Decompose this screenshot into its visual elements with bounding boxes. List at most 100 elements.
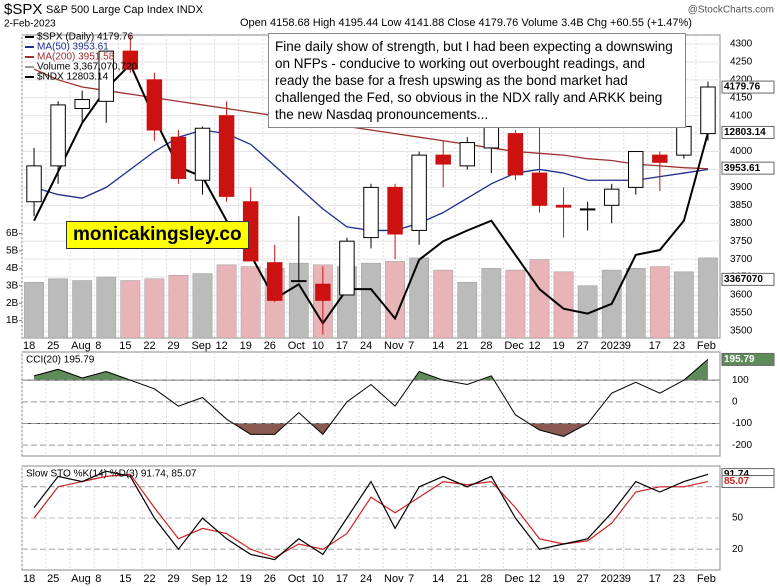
panel-label: Slow STO %K(14) %D(3) 91.74, 85.07 bbox=[26, 469, 197, 480]
y-tick-label: 3800 bbox=[730, 218, 753, 229]
candle-body bbox=[122, 50, 139, 70]
x-tick-label: 19 bbox=[240, 340, 252, 352]
x-tick-label: 27 bbox=[577, 573, 589, 585]
x-tick-label: 15 bbox=[119, 573, 131, 585]
candle-body bbox=[26, 165, 42, 203]
x-tick-label: 12 bbox=[216, 573, 228, 585]
y-tick-label: 3550 bbox=[730, 308, 753, 319]
value-tag-label: 85.07 bbox=[724, 476, 749, 487]
candle-body bbox=[50, 104, 66, 167]
x-tick-label: 10 bbox=[312, 573, 324, 585]
x-tick-label: 7 bbox=[408, 573, 414, 585]
x-tick-label: 2023 bbox=[601, 340, 625, 352]
candle-body bbox=[218, 115, 235, 197]
x-tick-label: 18 bbox=[23, 340, 35, 352]
y-tick-label: 4200 bbox=[730, 74, 753, 85]
volume-bar bbox=[144, 278, 165, 339]
y-tick-label: -100 bbox=[732, 418, 752, 429]
legend-label: $SPX (Daily) 4179.76 bbox=[37, 32, 134, 43]
y-tick-label: 3850 bbox=[730, 200, 753, 211]
x-tick-label: Dec bbox=[504, 573, 524, 585]
y-tick-label: 4000 bbox=[730, 146, 753, 157]
candle-body bbox=[483, 124, 500, 149]
x-tick-label: Sep bbox=[191, 340, 211, 352]
y-tick-label: 100 bbox=[732, 375, 749, 386]
value-tag-label: 4179.76 bbox=[724, 82, 761, 93]
volume-bar bbox=[649, 266, 670, 339]
x-tick-label: 29 bbox=[167, 573, 179, 585]
volume-bar bbox=[361, 262, 381, 339]
quote: Open 4158.68 High 4195.44 Low 4141.88 Cl… bbox=[240, 17, 692, 29]
candle-body bbox=[411, 154, 427, 231]
y-tick-label: 3700 bbox=[730, 254, 753, 265]
panel-frame bbox=[21, 351, 721, 457]
legend-label: MA(200) 3951.58 bbox=[37, 52, 115, 63]
annotation: Fine daily show of strength, but I had b… bbox=[268, 33, 686, 128]
candle-body bbox=[339, 240, 355, 296]
x-tick-label: 7 bbox=[408, 340, 414, 352]
volume-bar bbox=[216, 264, 237, 339]
legend-label: Volume 3,367,070,720 bbox=[37, 62, 138, 73]
x-tick-label: Aug bbox=[71, 340, 91, 352]
y-tick-label: 3600 bbox=[730, 290, 753, 301]
x-tick-label: Feb bbox=[697, 340, 716, 352]
cci-fill bbox=[34, 423, 708, 437]
volume-bar bbox=[433, 269, 454, 339]
series-line bbox=[33, 68, 708, 170]
candle-body bbox=[676, 125, 692, 156]
source: @StockCharts.com bbox=[688, 5, 774, 16]
volume-tick-label: 4B bbox=[6, 263, 19, 274]
stoch-d-line bbox=[33, 473, 709, 559]
candle-body bbox=[267, 262, 283, 301]
candle-body bbox=[387, 186, 403, 235]
value-tag-label: 195.79 bbox=[724, 354, 755, 365]
y-tick-label: 20 bbox=[732, 544, 744, 555]
candle-body bbox=[315, 283, 331, 301]
date: 2-Feb-2023 bbox=[4, 19, 56, 30]
volume-bar bbox=[192, 273, 213, 339]
x-tick-label: 29 bbox=[167, 340, 179, 352]
volume-bar bbox=[168, 275, 189, 339]
volume-bar bbox=[72, 280, 93, 339]
volume-bar bbox=[240, 266, 261, 339]
x-tick-label: 25 bbox=[47, 573, 59, 585]
candle-body bbox=[363, 186, 379, 239]
stoch-k-line bbox=[33, 470, 709, 561]
candle-body bbox=[170, 136, 187, 179]
y-tick-label: 4250 bbox=[730, 57, 753, 68]
x-tick-label: 19 bbox=[553, 340, 565, 352]
candle-body bbox=[194, 127, 211, 181]
y-tick-label: 3500 bbox=[730, 325, 753, 336]
volume-bar bbox=[698, 257, 718, 339]
value-tag-label: 91.74 bbox=[724, 469, 749, 480]
value-tag bbox=[721, 352, 775, 366]
x-tick-label: 28 bbox=[480, 573, 492, 585]
x-tick-label: 12 bbox=[216, 340, 228, 352]
volume-bar bbox=[481, 268, 502, 339]
x-tick-label: 17 bbox=[336, 573, 348, 585]
volume-bar bbox=[385, 261, 405, 339]
y-tick-label: 50 bbox=[732, 513, 744, 524]
volume-bar bbox=[120, 280, 141, 339]
chart-title: S&P 500 Large Cap Index INDX bbox=[46, 4, 204, 16]
x-tick-label: 23 bbox=[673, 573, 685, 585]
x-tick-label: 9 bbox=[625, 573, 631, 585]
y-tick-label: -200 bbox=[732, 440, 752, 451]
volume-bar bbox=[505, 269, 526, 339]
candle-body bbox=[555, 204, 572, 208]
volume-bar bbox=[674, 271, 694, 339]
x-tick-label: Dec bbox=[504, 340, 524, 352]
x-tick-label: Oct bbox=[288, 573, 305, 585]
x-tick-label: 10 bbox=[312, 340, 324, 352]
volume-bar bbox=[457, 282, 478, 339]
brand: monicakingsley.co bbox=[66, 221, 249, 249]
value-tag bbox=[721, 475, 775, 489]
cci-fill bbox=[34, 359, 708, 381]
value-tag bbox=[721, 125, 775, 139]
legend-label: $NDX 12803.14 bbox=[37, 72, 109, 83]
x-tick-label: 23 bbox=[673, 340, 685, 352]
series-line bbox=[33, 62, 709, 326]
x-tick-label: 21 bbox=[456, 573, 468, 585]
